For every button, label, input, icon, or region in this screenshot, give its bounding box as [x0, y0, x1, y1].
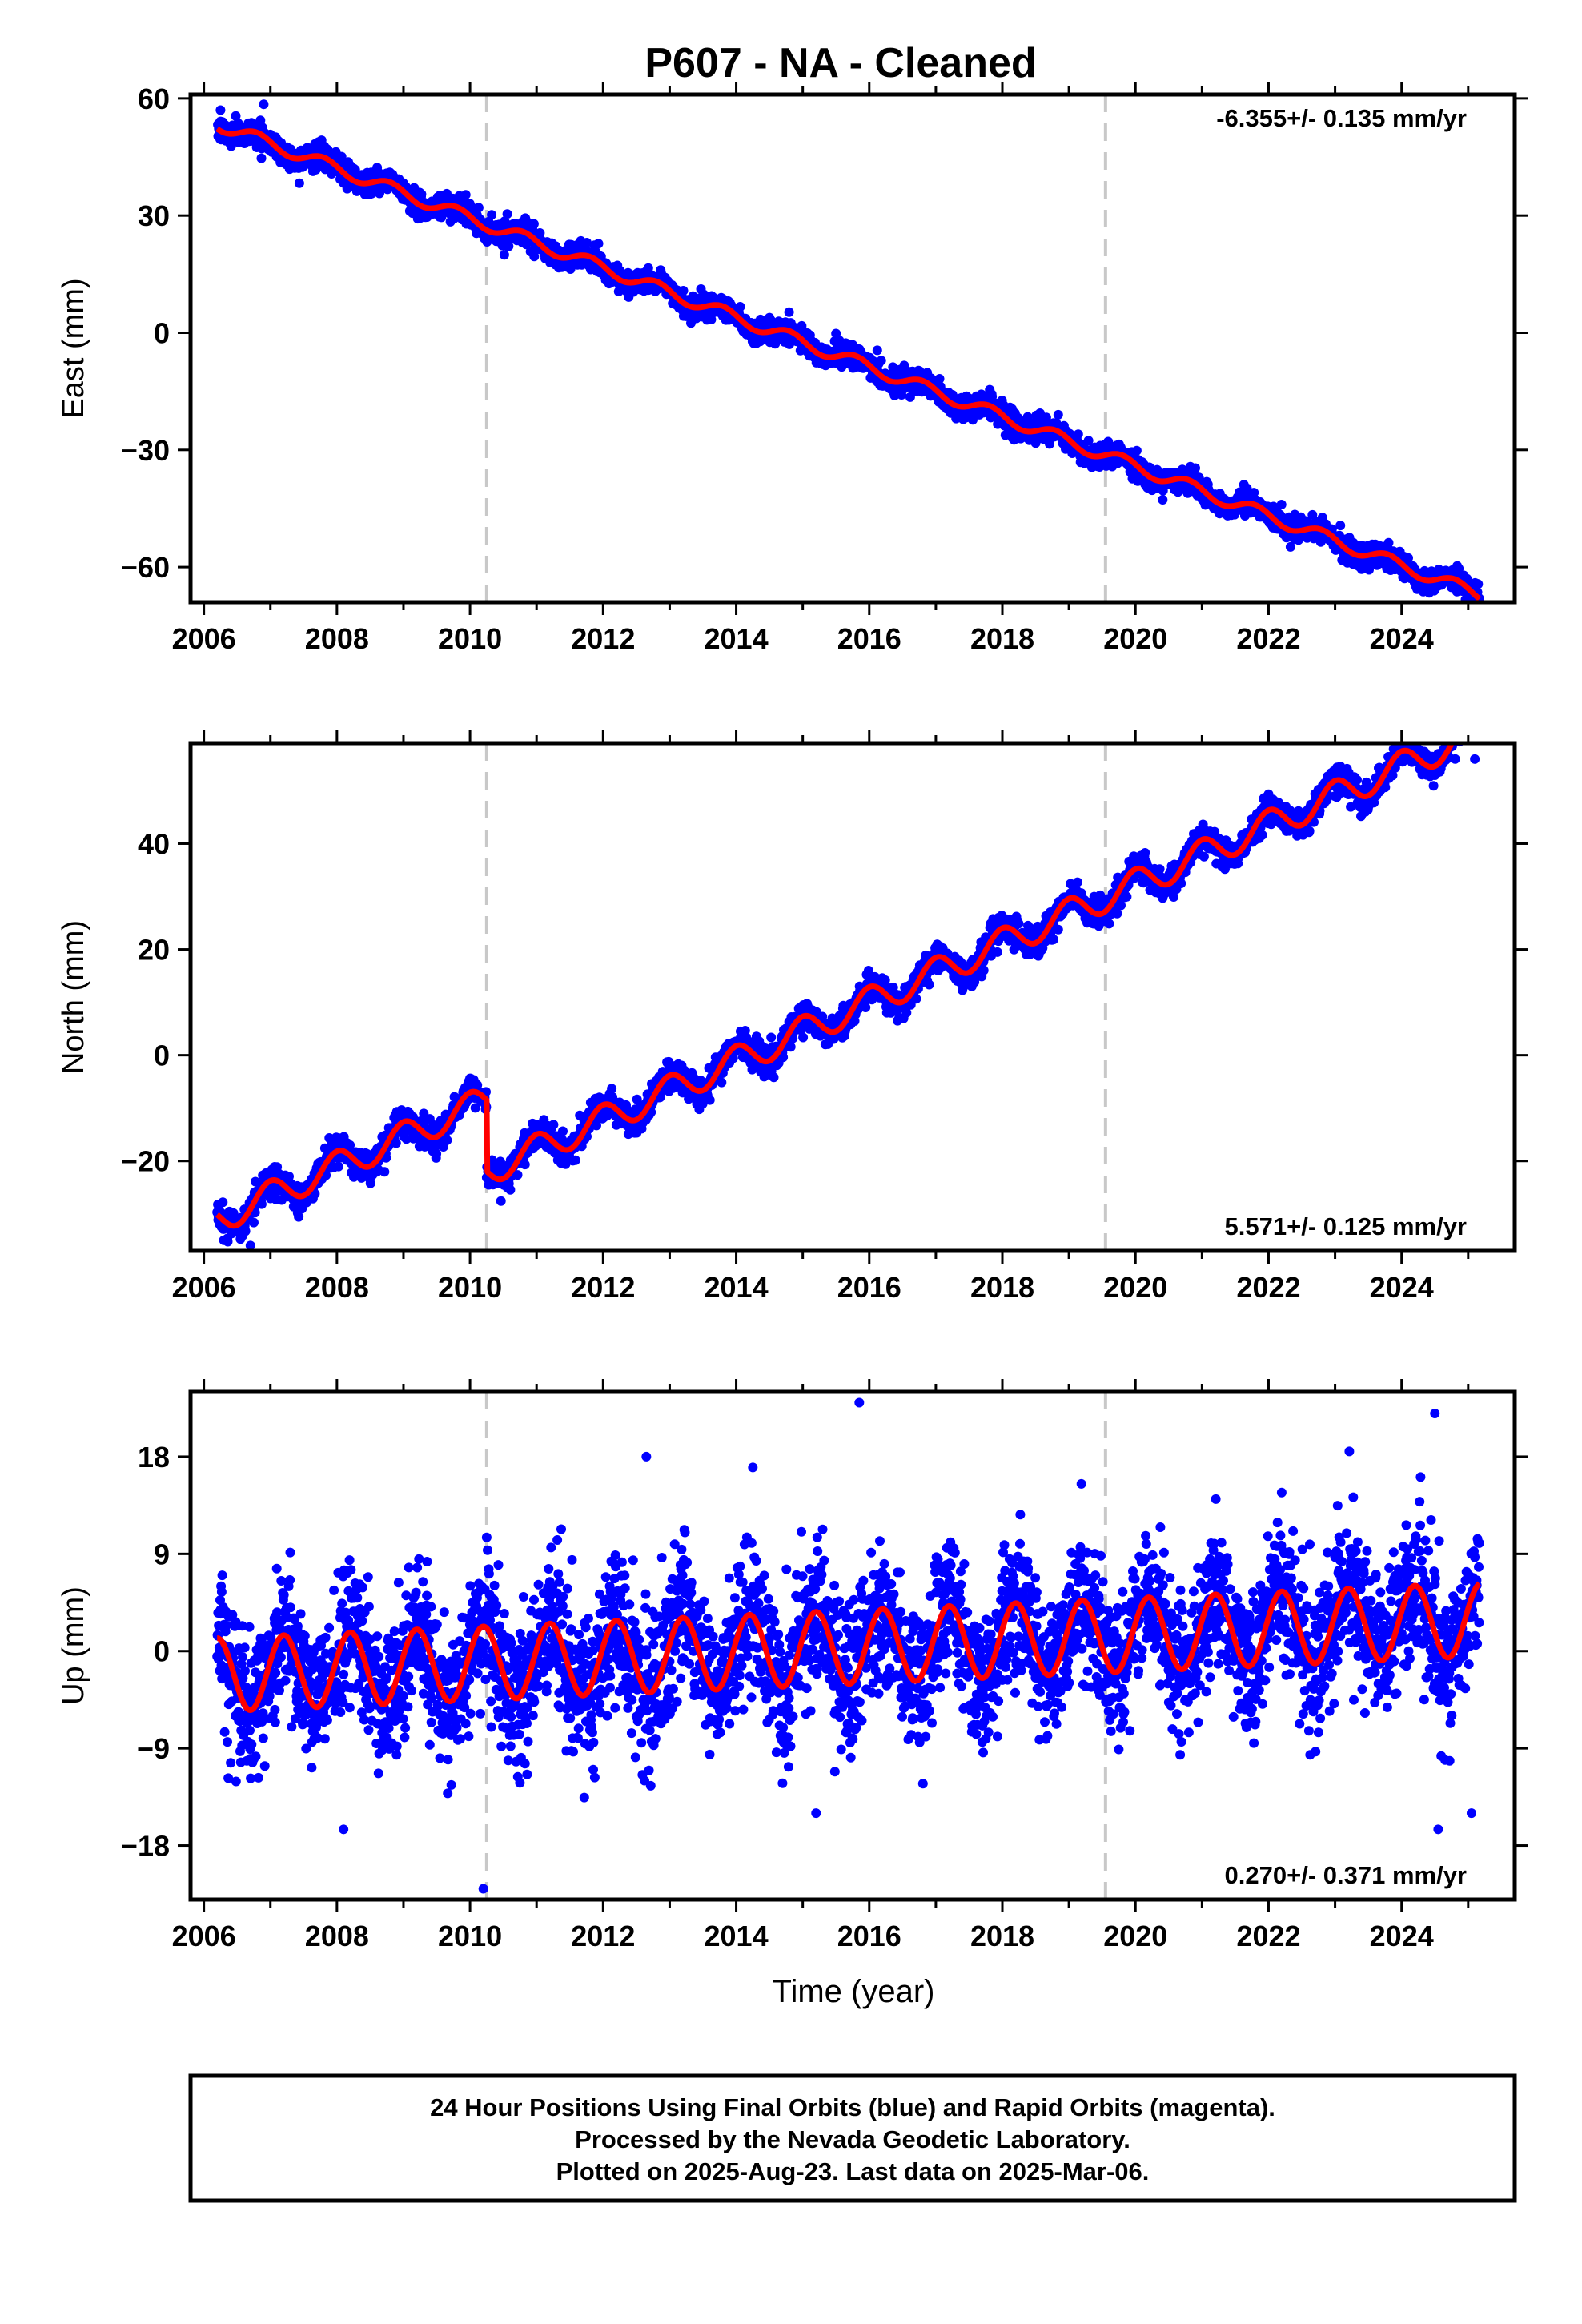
east-observed-point	[487, 210, 497, 220]
east-y-tick-label: 0	[154, 316, 170, 349]
east-observed-point	[256, 153, 267, 163]
east-observed-point	[255, 115, 266, 126]
north-observed-point	[505, 1184, 516, 1195]
east-observed-point	[934, 374, 945, 384]
north-observed-point	[391, 1138, 401, 1148]
east-y-tick-label: −30	[121, 434, 170, 467]
east-observed-point	[872, 345, 882, 356]
east-x-tick-label: 2018	[970, 622, 1034, 655]
east-observed-point	[504, 241, 514, 251]
east-panel: 2006 2008 2010 2012 2014 2016 2018 2020 2022 2024…	[57, 82, 1528, 655]
east-observed-point	[499, 250, 509, 260]
east-observed-point	[678, 286, 689, 296]
east-observed-point	[1045, 439, 1054, 449]
east-x-tick-label: 2020	[1103, 622, 1167, 655]
east-observed-point	[1053, 409, 1063, 420]
east-y-axis-label: East (mm)	[57, 278, 90, 418]
north-panel: 2006 2008 2010 2012 2014 2016 2018 2020 2022 2024…	[57, 730, 1528, 1304]
east-observed-point	[460, 190, 471, 200]
north-observed-point	[607, 1084, 617, 1094]
north-observed-point	[249, 1217, 259, 1228]
east-x-tick-label: 2022	[1236, 622, 1300, 655]
north-observed-point	[442, 1135, 452, 1145]
east-observed-point	[1158, 495, 1168, 505]
east-outlier-point-0	[215, 105, 226, 115]
east-plot-area	[213, 94, 1484, 602]
east-observed-point	[294, 178, 304, 188]
east-x-tick-label: 2010	[438, 622, 502, 655]
north-plot-area	[212, 743, 1480, 1251]
east-observed-point	[1073, 429, 1083, 440]
east-observed-point	[1473, 579, 1484, 589]
north-observed-point	[520, 1160, 530, 1170]
east-observed-point	[987, 392, 998, 402]
east-x-tick-label: 2008	[305, 622, 369, 655]
east-rate-label: -6.355+/- 0.135 mm/yr	[1216, 104, 1467, 132]
east-x-tick-label: 2012	[571, 622, 635, 655]
north-observed-point	[496, 1196, 506, 1206]
north-observed-point	[365, 1178, 375, 1188]
north-observed-point	[379, 1167, 390, 1177]
north-observed-point	[558, 1126, 568, 1136]
figure-title: P607 - NA - Cleaned	[644, 40, 1036, 86]
north-observed-point	[294, 1212, 304, 1222]
east-observed-point	[528, 219, 539, 229]
east-y-tick-label: −60	[121, 551, 170, 584]
east-observed-point	[735, 302, 745, 312]
east-observed-point	[529, 251, 540, 262]
north-observed-points	[212, 743, 1480, 1251]
north-observed-point	[570, 1155, 580, 1165]
north-observed-point	[240, 1226, 251, 1236]
east-outlier-point-1	[259, 99, 269, 110]
east-observed-point	[473, 203, 484, 213]
east-x-tick-label: 2014	[705, 622, 769, 655]
east-observed-point	[876, 356, 886, 366]
north-observed-point	[548, 1120, 559, 1130]
east-observed-point	[593, 239, 604, 249]
east-x-tick-label: 2016	[837, 622, 901, 655]
east-y-tick-label: 30	[138, 199, 170, 232]
east-x-tick-label: 2006	[172, 622, 236, 655]
north-observed-point	[256, 1199, 267, 1209]
east-observed-point	[1191, 463, 1200, 473]
north-observed-point	[432, 1148, 442, 1159]
east-observed-point	[784, 307, 794, 317]
east-observed-point	[502, 209, 512, 219]
east-y-tick-label: 60	[138, 82, 170, 115]
east-observed-point	[1335, 521, 1346, 531]
east-observed-point	[336, 151, 347, 162]
north-observed-point	[333, 1161, 343, 1172]
east-observed-point	[1403, 553, 1413, 563]
east-observed-point	[1276, 500, 1287, 509]
north-observed-point	[218, 1197, 228, 1208]
east-observed-point	[582, 238, 592, 247]
east-observed-point	[1083, 436, 1094, 446]
east-observed-point	[706, 315, 717, 324]
east-x-tick-label: 2024	[1370, 622, 1434, 655]
east-observed-point	[375, 188, 384, 199]
east-observed-point	[1131, 445, 1142, 456]
